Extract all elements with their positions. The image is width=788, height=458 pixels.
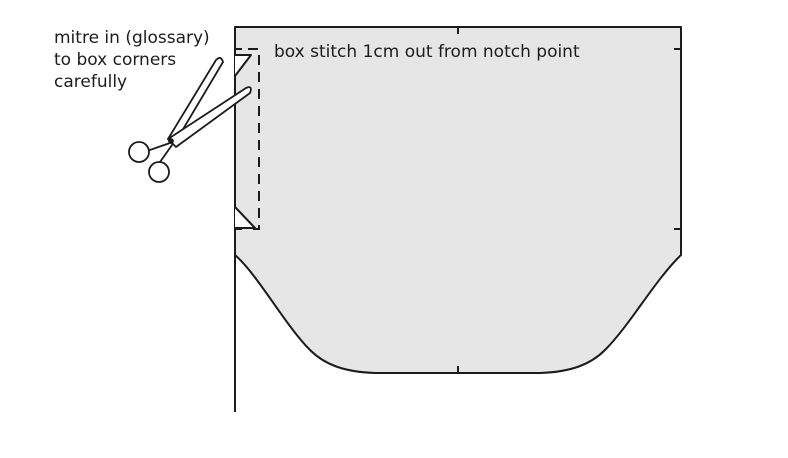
- mitre-note: mitre in (glossary) to box corners caref…: [54, 27, 210, 93]
- scissors-handle-left: [146, 142, 171, 152]
- scissors-pivot: [168, 138, 174, 144]
- fabric-piece: [234, 26, 682, 374]
- mitre-corner-bottom: [234, 206, 256, 229]
- mitre-note-line-2: to box corners: [54, 50, 177, 70]
- scissors-blade-upper: [167, 57, 224, 142]
- scissors-icon: [128, 57, 252, 183]
- mitre-corner-top: [234, 54, 252, 77]
- scissors-ring-right: [148, 161, 170, 183]
- scissors-handle-right: [159, 144, 173, 163]
- scissors-blade-lower: [167, 86, 252, 148]
- mitre-note-line-3: carefully: [54, 72, 128, 92]
- box-stitch-note: box stitch 1cm out from notch point: [274, 42, 580, 62]
- mitre-note-line-1: mitre in (glossary): [54, 28, 210, 48]
- scissors-ring-left: [128, 141, 150, 163]
